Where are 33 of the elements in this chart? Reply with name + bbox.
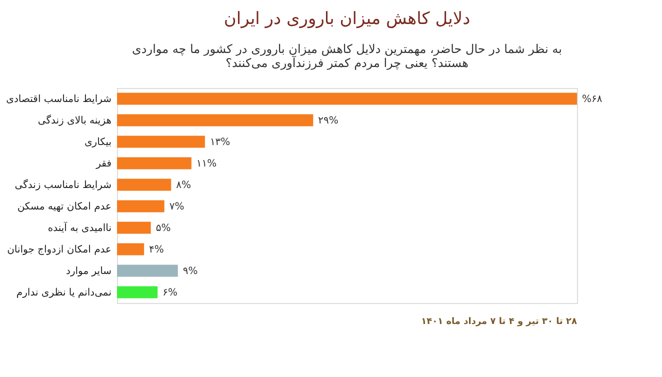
- data-label: ۶%: [162, 287, 178, 298]
- y-tick-label: شرایط نامناسب اقتصادی: [6, 94, 112, 105]
- bar: [117, 243, 144, 256]
- data-label: ۲۹%: [318, 115, 338, 126]
- data-label: %۶۸: [582, 94, 603, 105]
- chart-title: دلایل کاهش میزان باروری در ایران: [224, 9, 470, 29]
- data-label: ۴%: [149, 244, 164, 256]
- y-tick-label: نمی‌دانم یا نظری ندارم: [16, 287, 112, 298]
- bar: [117, 264, 178, 277]
- data-label: ۹%: [182, 266, 198, 277]
- bar: [117, 157, 192, 170]
- y-tick-label: ناامیدی به آینده: [48, 220, 112, 234]
- data-label: ۵%: [156, 222, 171, 234]
- bar: [117, 136, 205, 148]
- data-label: ۱۱%: [196, 158, 217, 170]
- text: ۲۸ تا ۳۰ تیر و ۴ تا ۷ مرداد ماه ۱۴۰۱: [421, 317, 578, 327]
- y-tick-label: فقر: [95, 158, 112, 170]
- y-tick-label: بیکاری: [84, 136, 112, 148]
- y-tick-label: شرایط نامناسب زندگی: [14, 178, 112, 191]
- data-label: ۱۳%: [210, 136, 230, 148]
- bar: [117, 286, 158, 298]
- bar: [117, 222, 151, 234]
- bar: [117, 178, 172, 191]
- bar: [117, 200, 164, 212]
- y-tick-label: عدم امکان تهیه مسکن: [17, 201, 112, 212]
- bar: [117, 92, 577, 105]
- y-tick-label: هزینه بالای زندگی: [38, 114, 112, 126]
- bar: [117, 114, 314, 126]
- chart-subtitle: به نظر شما در حال حاضر، مهمترین دلایل کاهش میزان باروری در کشور ما چه مواردی هستند؟ یعنی چرا مردم کمتر فرزندآوری می‌کنند؟: [132, 42, 562, 70]
- data-label: ۸%: [176, 180, 191, 191]
- y-tick-label: عدم امکان ازدواج جوانان: [7, 244, 112, 256]
- y-tick-label: سایر موارد: [66, 266, 112, 277]
- data-label: ۷%: [169, 201, 184, 212]
